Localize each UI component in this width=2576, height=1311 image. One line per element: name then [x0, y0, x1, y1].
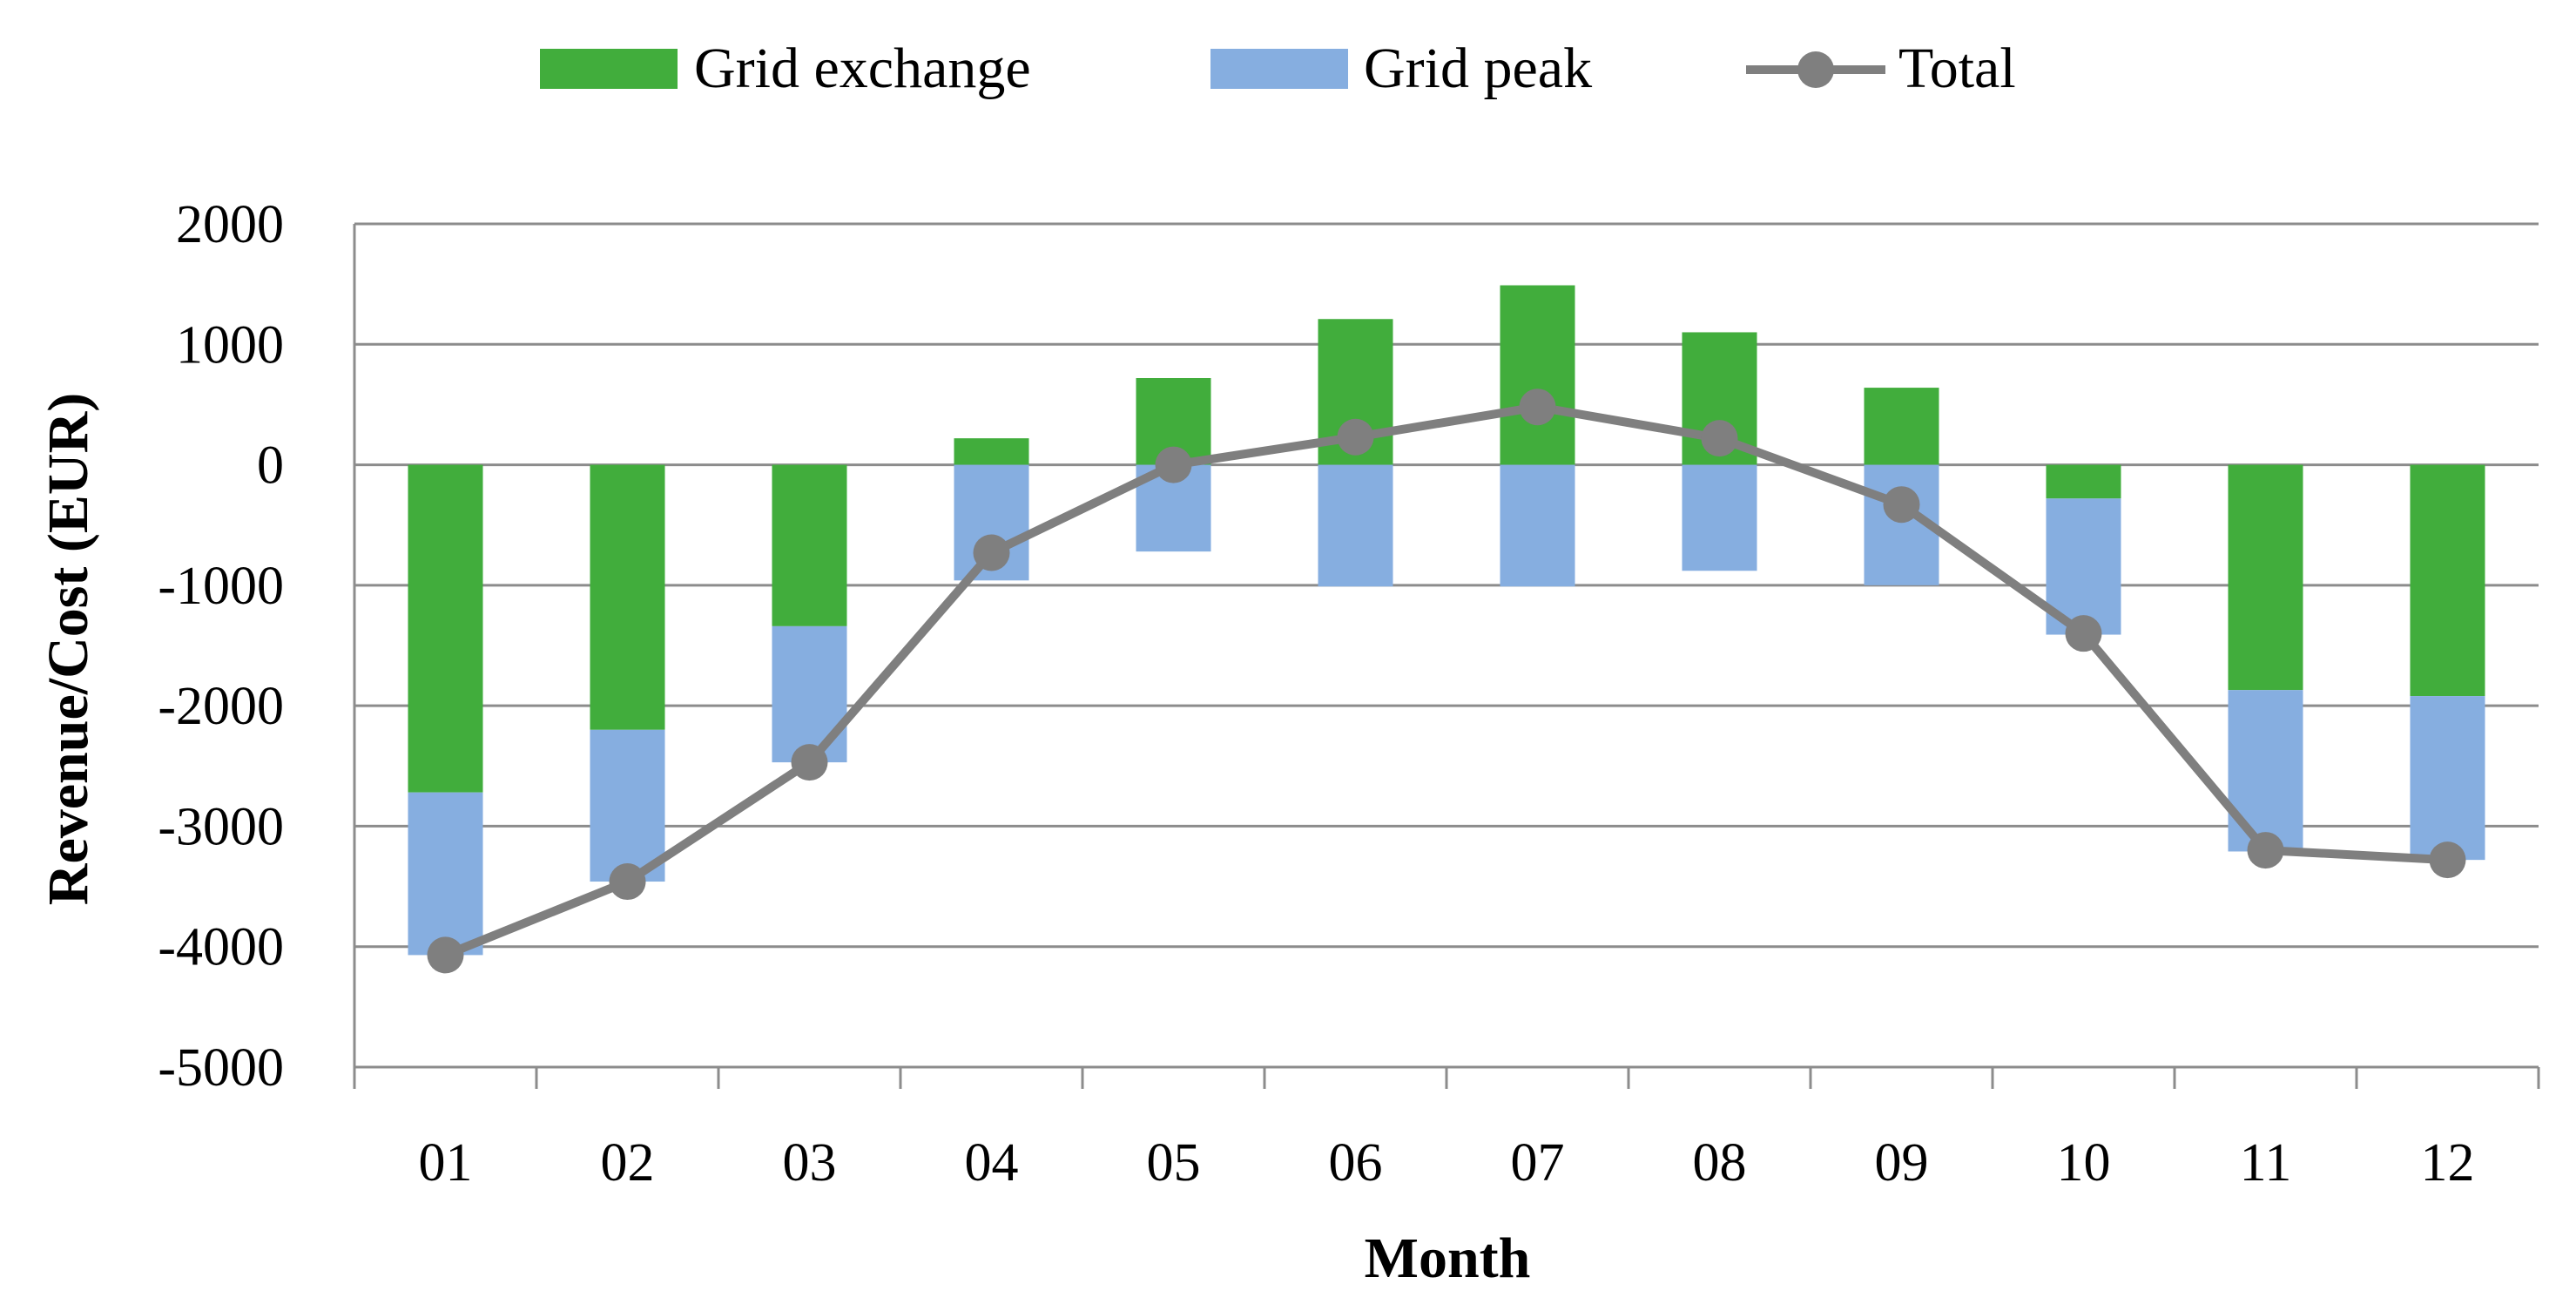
x-tick-label: 08	[1693, 1133, 1747, 1193]
point-total-07	[1519, 389, 1556, 426]
x-tick-label: 04	[965, 1133, 1019, 1193]
point-total-06	[1337, 418, 1374, 456]
tick-labels: 2000 1000 0 -1000 -2000 -3000 -4000 -5000 01 02 03…	[158, 195, 2474, 1193]
legend-label-grid-peak: Grid peak	[1364, 37, 1592, 100]
x-axis-title: Month	[1365, 1227, 1531, 1290]
line-total	[443, 402, 2448, 960]
y-tick-label: -2000	[158, 677, 284, 736]
x-tick-label: 11	[2240, 1133, 2292, 1193]
bar-grid-exchange-04	[954, 438, 1029, 465]
y-tick-label: -3000	[158, 797, 284, 856]
point-total-01	[427, 936, 464, 974]
bar-grid-exchange-03	[772, 464, 847, 626]
x-tick-label: 10	[2057, 1133, 2111, 1193]
bar-grid-peak-06	[1318, 464, 1393, 587]
x-tick-label: 03	[783, 1133, 837, 1193]
y-tick-label: -1000	[158, 557, 284, 616]
bar-grid-peak-08	[1682, 464, 1757, 571]
legend-swatch-grid-peak	[1210, 49, 1348, 89]
legend-swatch-grid-exchange	[540, 49, 678, 89]
bar-grid-peak-12	[2410, 696, 2485, 861]
point-total-09	[1883, 486, 1920, 524]
bars	[408, 285, 2485, 956]
point-total-05	[1155, 446, 1192, 483]
bar-grid-exchange-12	[2410, 464, 2485, 697]
bar-grid-peak-11	[2228, 690, 2303, 852]
x-tick-label: 12	[2421, 1133, 2475, 1193]
y-tick-label: 0	[257, 436, 284, 496]
point-total-04	[973, 534, 1010, 571]
bar-grid-peak-01	[408, 792, 483, 956]
y-tick-label: 2000	[176, 195, 284, 254]
y-tick-label: 1000	[176, 315, 284, 375]
bar-grid-peak-07	[1500, 464, 1575, 587]
legend-marker-total	[1797, 51, 1834, 88]
point-total-10	[2065, 615, 2102, 652]
bar-grid-exchange-10	[2046, 464, 2121, 499]
y-tick-label: -4000	[158, 918, 284, 977]
x-tick-label: 02	[601, 1133, 655, 1193]
y-tick-label: -5000	[158, 1038, 284, 1098]
y-axis-title: Revenue/Cost (EUR)	[37, 393, 100, 905]
legend-label-total: Total	[1898, 37, 2016, 100]
total-line-series	[427, 389, 2466, 974]
bar-grid-exchange-07	[1500, 285, 1575, 465]
point-total-02	[609, 863, 646, 901]
point-total-03	[791, 744, 828, 781]
x-tick-label: 06	[1329, 1133, 1383, 1193]
legend: Grid exchange Grid peak Total	[540, 37, 2016, 100]
bar-grid-peak-03	[772, 625, 847, 763]
bar-grid-exchange-09	[1864, 388, 1939, 465]
gridlines	[354, 222, 2539, 1069]
point-total-12	[2429, 841, 2466, 879]
legend-label-grid-exchange: Grid exchange	[694, 37, 1031, 100]
x-tick-label: 09	[1875, 1133, 1929, 1193]
x-tick-label: 01	[419, 1133, 473, 1193]
point-total-08	[1701, 420, 1738, 457]
bar-grid-exchange-11	[2228, 464, 2303, 691]
x-tick-label: 07	[1511, 1133, 1565, 1193]
bar-grid-exchange-01	[408, 464, 483, 793]
bar-grid-exchange-02	[590, 464, 665, 730]
point-total-11	[2247, 832, 2284, 869]
axes	[353, 224, 2540, 1089]
bar-grid-peak-02	[590, 729, 665, 882]
x-tick-label: 05	[1147, 1133, 1201, 1193]
